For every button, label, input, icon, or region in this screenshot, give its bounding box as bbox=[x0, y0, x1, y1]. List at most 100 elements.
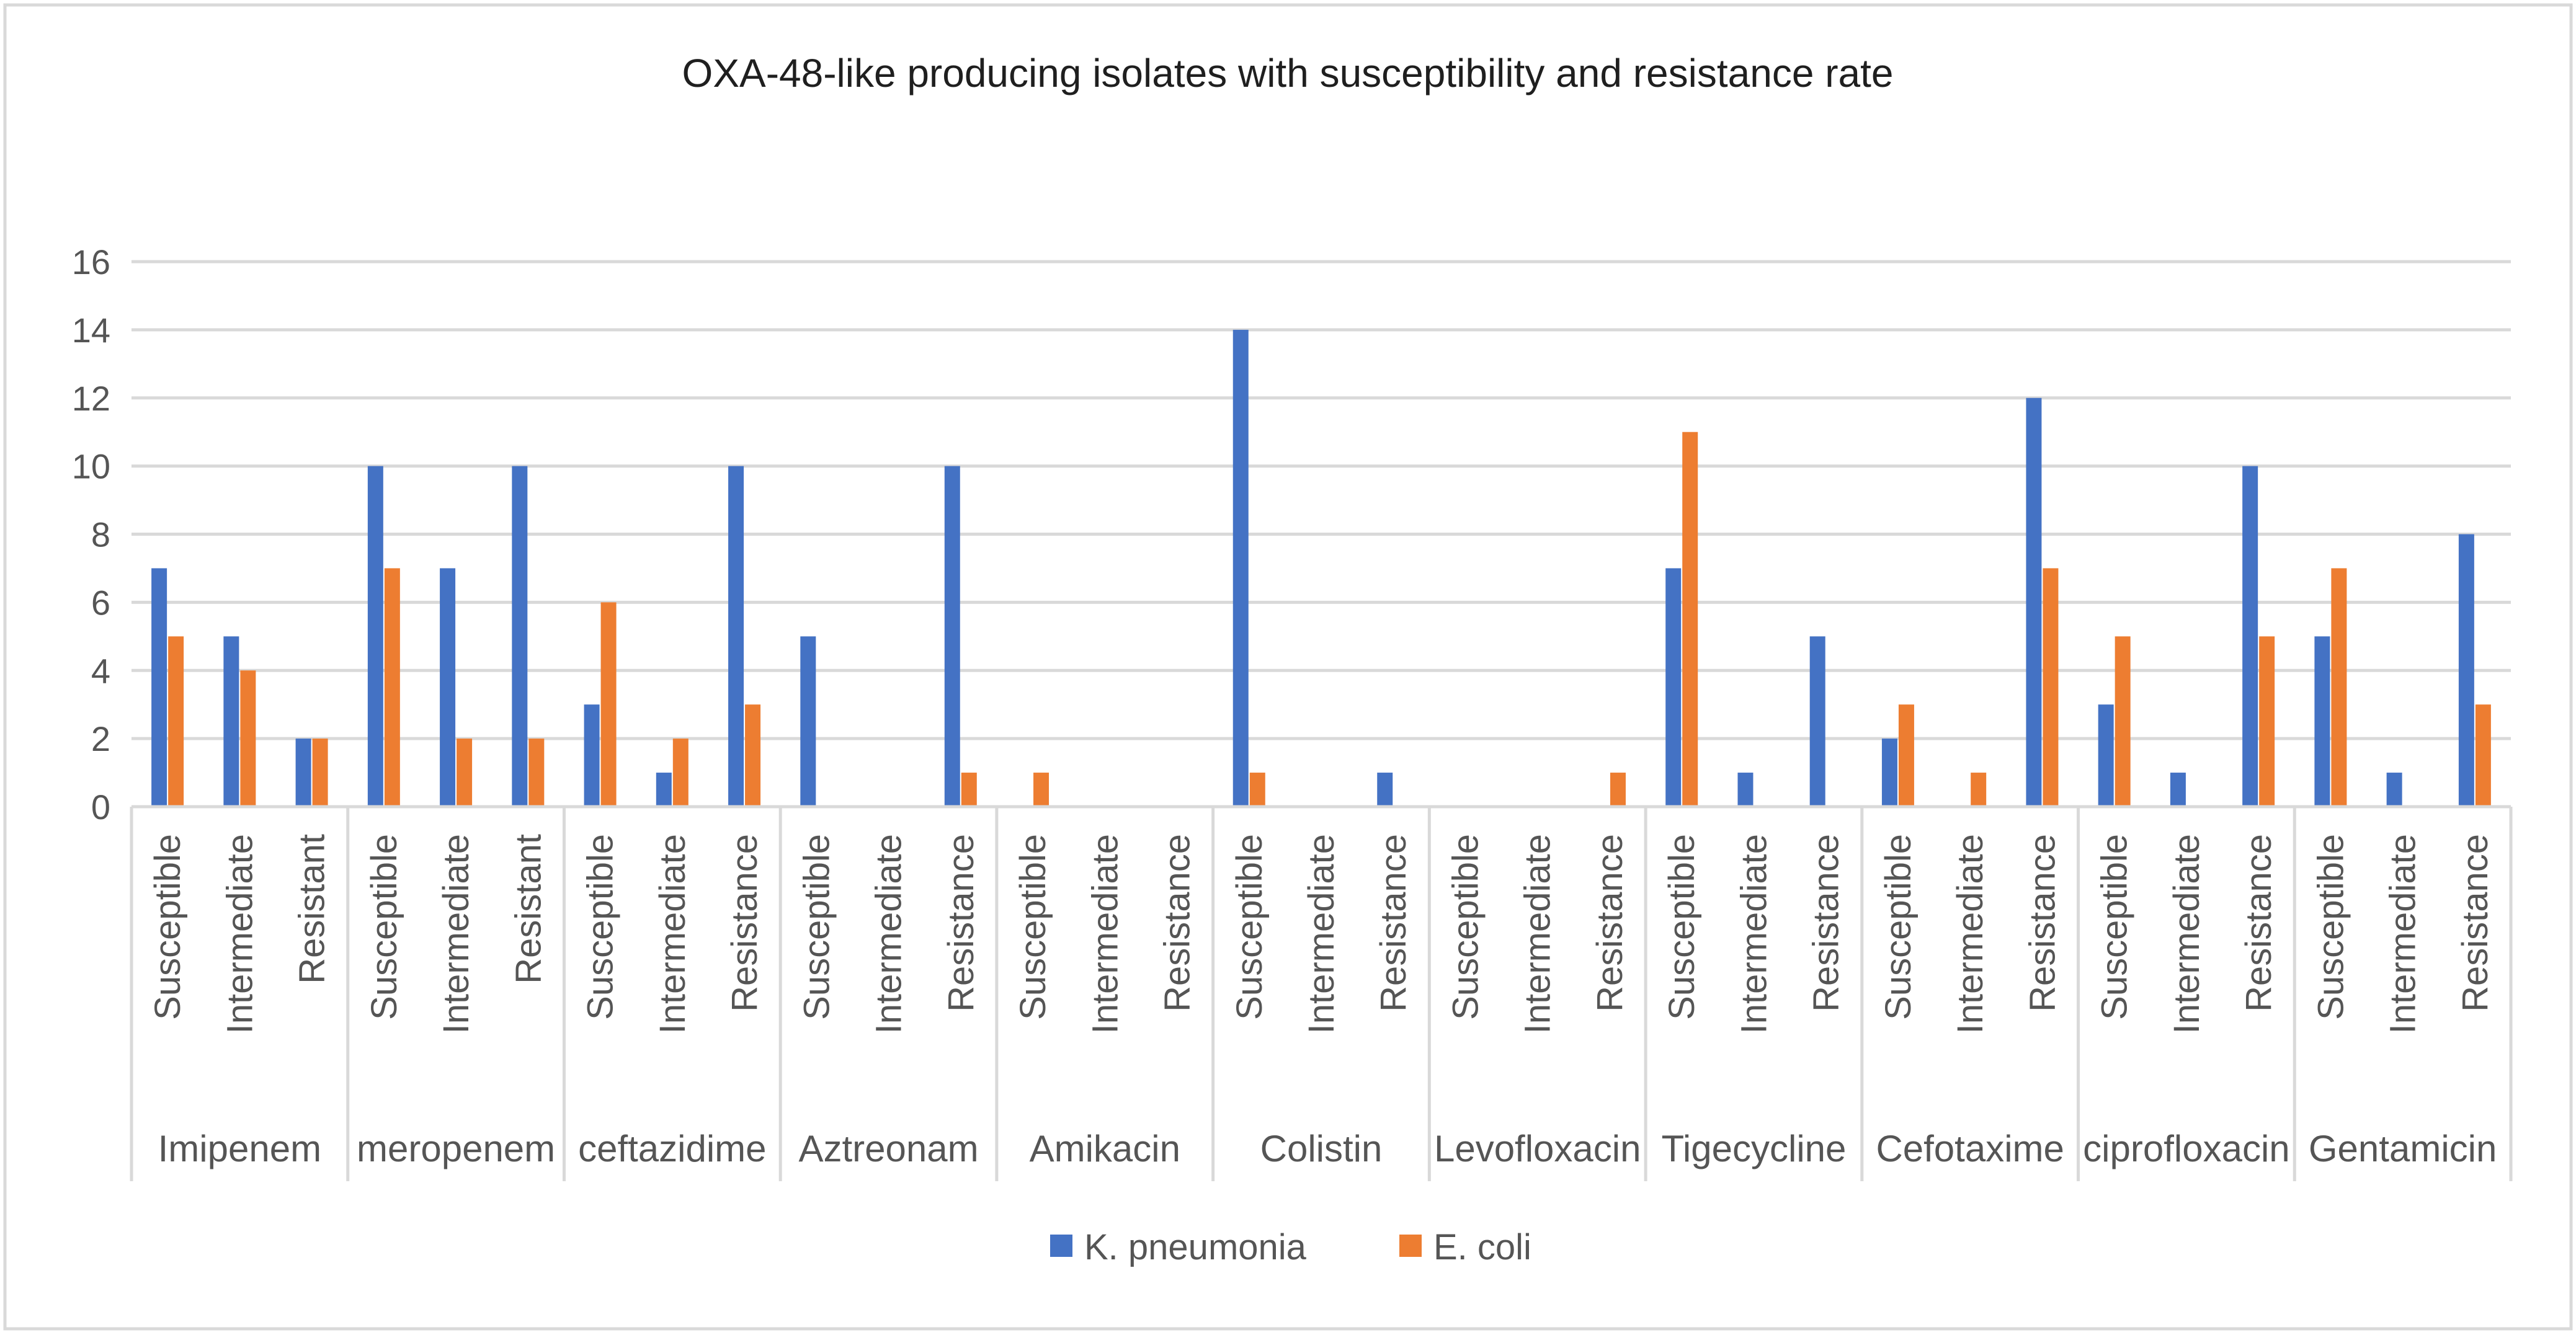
y-tick-label: 12 bbox=[72, 379, 110, 418]
group-label: Gentamicin bbox=[2309, 1128, 2497, 1169]
category-label: Resistance bbox=[1590, 834, 1630, 1012]
category-label: Intermediate bbox=[2383, 834, 2423, 1034]
bar-e-coli bbox=[2259, 636, 2275, 807]
bar-e-coli bbox=[384, 568, 400, 807]
group-label: Aztreonam bbox=[798, 1128, 978, 1169]
bar-k-pneumonia bbox=[223, 636, 239, 807]
bar-e-coli bbox=[1033, 773, 1050, 807]
category-label: Resistance bbox=[724, 834, 765, 1012]
bar-e-coli bbox=[240, 670, 256, 807]
category-label: Resistance bbox=[2239, 834, 2279, 1012]
category-label: Resistance bbox=[941, 834, 981, 1012]
bar-k-pneumonia bbox=[1737, 773, 1754, 807]
legend-label: K. pneumonia bbox=[1084, 1227, 1307, 1267]
bar-k-pneumonia bbox=[944, 466, 960, 807]
legend: K. pneumonia E. coli bbox=[1050, 1227, 1531, 1267]
bar-e-coli bbox=[961, 773, 977, 807]
group-label: Amikacin bbox=[1030, 1128, 1180, 1169]
category-label: Susceptible bbox=[796, 834, 837, 1020]
bar-k-pneumonia bbox=[2314, 636, 2330, 807]
category-label: Resistance bbox=[1157, 834, 1198, 1012]
bar-e-coli bbox=[312, 738, 328, 807]
bar-k-pneumonia bbox=[295, 738, 311, 807]
bar-k-pneumonia bbox=[2242, 466, 2258, 807]
bar-e-coli bbox=[600, 602, 617, 807]
bar-k-pneumonia bbox=[2098, 704, 2114, 807]
bar-e-coli bbox=[1898, 704, 1914, 807]
category-label: Intermediate bbox=[1301, 834, 1342, 1034]
y-tick-label: 10 bbox=[72, 447, 110, 486]
y-tick-label: 4 bbox=[91, 651, 110, 690]
group-label: Cefotaxime bbox=[1876, 1128, 2064, 1169]
bar-e-coli bbox=[1971, 773, 1987, 807]
bar-e-coli bbox=[2475, 704, 2491, 807]
category-label: Intermediate bbox=[220, 834, 260, 1034]
category-label: Susceptible bbox=[1013, 834, 1053, 1020]
category-label: Intermediate bbox=[653, 834, 693, 1034]
group-label: ceftazidime bbox=[578, 1128, 766, 1169]
bar-k-pneumonia bbox=[2458, 534, 2474, 807]
group-label: Levofloxacin bbox=[1434, 1128, 1641, 1169]
group-label: ciprofloxacin bbox=[2083, 1128, 2290, 1169]
category-label: Susceptible bbox=[364, 834, 404, 1020]
category-label: Intermediate bbox=[1518, 834, 1558, 1034]
bar-e-coli bbox=[672, 738, 689, 807]
bars bbox=[151, 329, 2491, 807]
bar-k-pneumonia bbox=[1881, 738, 1897, 807]
bar-k-pneumonia bbox=[151, 568, 167, 807]
bar-k-pneumonia bbox=[656, 773, 672, 807]
category-label: Intermediate bbox=[1085, 834, 1125, 1034]
bar-k-pneumonia bbox=[512, 466, 528, 807]
bar-k-pneumonia bbox=[2386, 773, 2402, 807]
bar-k-pneumonia bbox=[1809, 636, 1825, 807]
bar-e-coli bbox=[2331, 568, 2347, 807]
category-label: Resistance bbox=[2022, 834, 2062, 1012]
legend-swatch bbox=[1050, 1235, 1072, 1257]
bar-e-coli bbox=[528, 738, 545, 807]
x-axis: Susceptible Intermediate Resistant Suscepti… bbox=[130, 805, 2513, 1181]
chart-title: OXA-48-like producing isolates with susc… bbox=[682, 51, 1894, 95]
bar-e-coli bbox=[745, 704, 761, 807]
bar-e-coli bbox=[168, 636, 184, 807]
bar-k-pneumonia bbox=[2170, 773, 2186, 807]
bar-k-pneumonia bbox=[367, 466, 383, 807]
category-label: Resistant bbox=[508, 834, 548, 984]
category-label: Intermediate bbox=[869, 834, 909, 1034]
bar-e-coli bbox=[1249, 773, 1265, 807]
category-label: Susceptible bbox=[1878, 834, 1919, 1020]
bar-e-coli bbox=[2115, 636, 2131, 807]
group-label: Colistin bbox=[1260, 1128, 1383, 1169]
bar-k-pneumonia bbox=[1232, 329, 1249, 807]
group-label: Imipenem bbox=[158, 1128, 321, 1169]
category-label: Intermediate bbox=[1734, 834, 1774, 1034]
y-tick-label: 2 bbox=[91, 719, 110, 758]
bar-k-pneumonia bbox=[1377, 773, 1393, 807]
bar-k-pneumonia bbox=[800, 636, 816, 807]
legend-swatch bbox=[1399, 1235, 1422, 1257]
bar-k-pneumonia bbox=[728, 466, 744, 807]
category-label: Susceptible bbox=[1662, 834, 1702, 1020]
category-label: Intermediate bbox=[1950, 834, 1990, 1034]
category-label: Intermediate bbox=[2167, 834, 2207, 1034]
category-label: Susceptible bbox=[2311, 834, 2351, 1020]
legend-label: E. coli bbox=[1433, 1227, 1531, 1267]
chart-frame bbox=[3, 3, 2573, 1331]
category-label: Resistant bbox=[292, 834, 332, 984]
group-label: Tigecycline bbox=[1662, 1128, 1847, 1169]
bar-e-coli bbox=[457, 738, 473, 807]
category-label: Susceptible bbox=[1229, 834, 1270, 1020]
y-axis-ticks: 0 2 4 6 8 10 12 14 16 bbox=[72, 242, 110, 827]
y-tick-label: 14 bbox=[72, 311, 110, 350]
bar-e-coli bbox=[1682, 432, 1698, 807]
bar-k-pneumonia bbox=[440, 568, 456, 807]
bar-e-coli bbox=[2043, 568, 2059, 807]
bar-k-pneumonia bbox=[2026, 397, 2042, 807]
category-label: Susceptible bbox=[148, 834, 188, 1020]
category-label: Resistance bbox=[1806, 834, 1847, 1012]
category-label: Resistance bbox=[1373, 834, 1414, 1012]
bar-k-pneumonia bbox=[1665, 568, 1682, 807]
category-label: Susceptible bbox=[2095, 834, 2135, 1020]
y-tick-label: 8 bbox=[91, 515, 110, 554]
